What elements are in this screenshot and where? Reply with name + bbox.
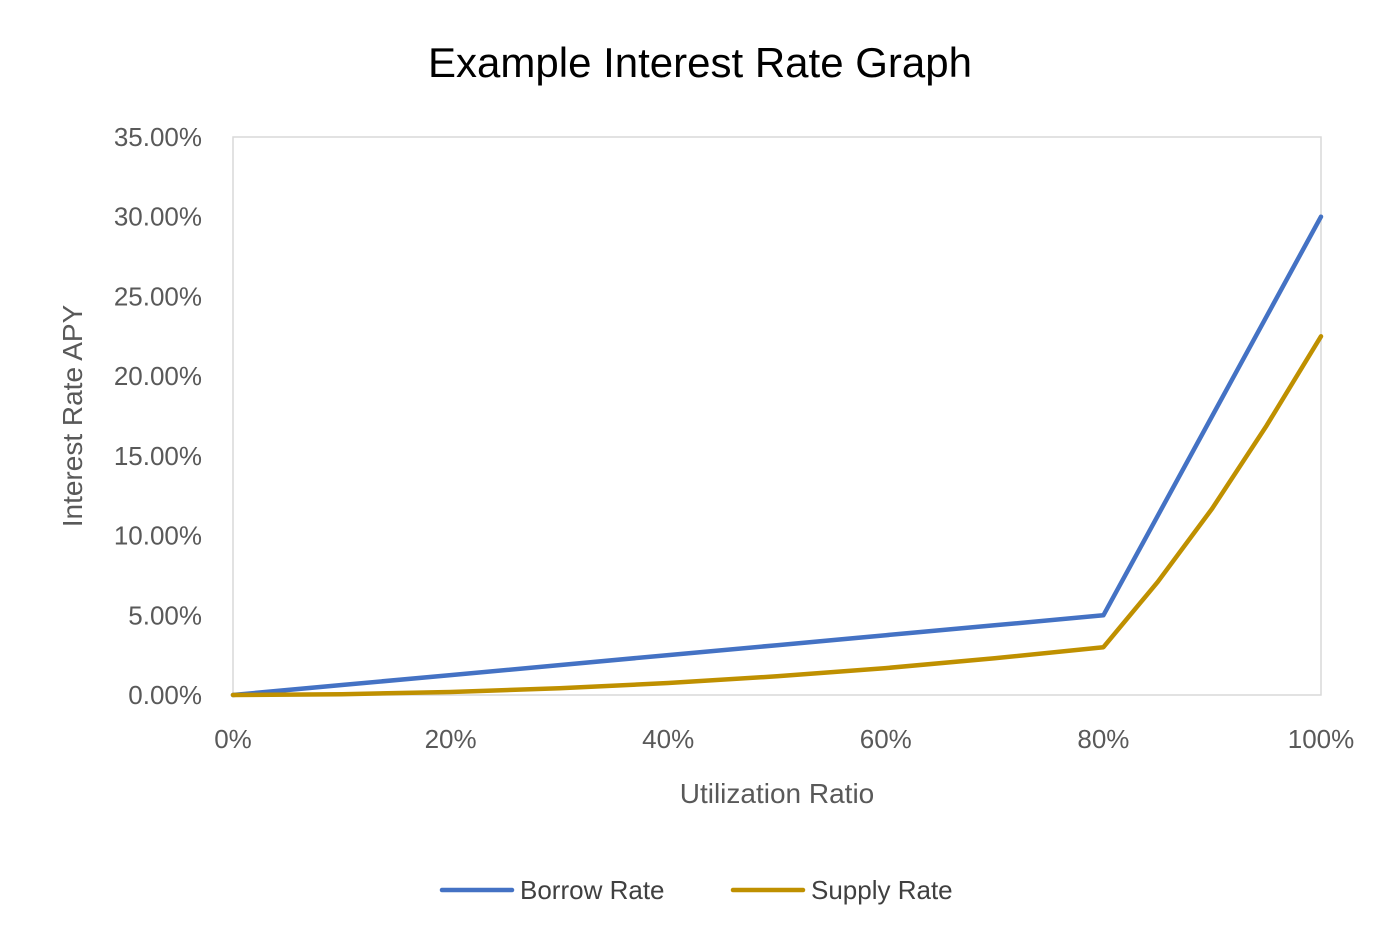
y-tick-label: 15.00% [114,441,202,471]
x-tick-label: 100% [1288,724,1355,754]
y-tick-label: 20.00% [114,361,202,391]
y-tick-label: 0.00% [128,680,202,710]
chart-title: Example Interest Rate Graph [428,39,972,86]
y-tick-label: 35.00% [114,122,202,152]
series-lines [230,214,1324,698]
series-line-supply-rate [230,334,1324,698]
y-tick-labels: 0.00% 5.00% 10.00% 15.00% 20.00% 25.00% 30.00%… [114,122,202,710]
y-axis-title: Interest Rate APY [57,304,88,527]
x-tick-label: 20% [425,724,477,754]
y-tick-label: 30.00% [114,202,202,232]
x-tick-label: 40% [642,724,694,754]
x-axis-title: Utilization Ratio [680,778,875,809]
y-tick-label: 10.00% [114,521,202,551]
legend-label-supply-rate: Supply Rate [811,875,953,905]
x-tick-labels: 0% 20% 40% 60% 80% 100% [214,724,1354,754]
plot-area-border [232,136,1322,696]
y-tick-label: 5.00% [128,600,202,630]
x-tick-label: 80% [1077,724,1129,754]
series-line-borrow-rate [230,214,1324,698]
legend-label-borrow-rate: Borrow Rate [520,875,665,905]
x-tick-label: 60% [860,724,912,754]
legend: Borrow Rate Supply Rate [439,875,953,905]
y-tick-label: 25.00% [114,281,202,311]
x-tick-label: 0% [214,724,252,754]
